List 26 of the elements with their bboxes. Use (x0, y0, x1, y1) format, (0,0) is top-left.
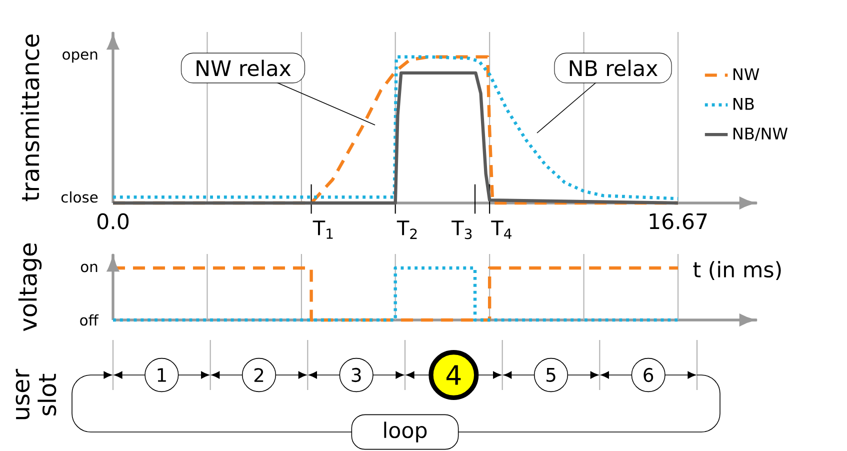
legend-label: NB/NW (734, 128, 788, 141)
legend-label: NW (734, 68, 760, 80)
x-axis-title: t (in ms) (693, 261, 781, 280)
text: user slot (16, 368, 56, 420)
annotation: NW relax (196, 60, 291, 76)
text: off (80, 314, 99, 326)
category-label: 1 (158, 368, 166, 382)
text: close (61, 191, 98, 203)
ref-line-label: T$_{3}$ (452, 220, 472, 240)
text: on (80, 264, 98, 272)
ref-line-label: T$_{1}$ (312, 220, 333, 239)
y-axis-title: voltage (18, 243, 42, 332)
y-axis-title: transmittance (20, 34, 40, 202)
category-label: 6 (644, 368, 654, 382)
text: open (62, 51, 98, 63)
category-label: 2 (254, 368, 264, 382)
ref-line-label: T$_{2}$ (396, 220, 417, 239)
category-label: 4 (446, 365, 461, 385)
x-tick-label: 16.67 (650, 213, 707, 230)
x-tick-label: 0.0 (97, 213, 129, 230)
ref-line-label: T$_{4}$ (491, 220, 512, 239)
category-label: 3 (352, 368, 361, 382)
category-label: 5 (546, 368, 556, 382)
annotation: NB relax (570, 60, 658, 76)
legend-label: NB (734, 98, 754, 110)
text: loop (384, 422, 427, 442)
